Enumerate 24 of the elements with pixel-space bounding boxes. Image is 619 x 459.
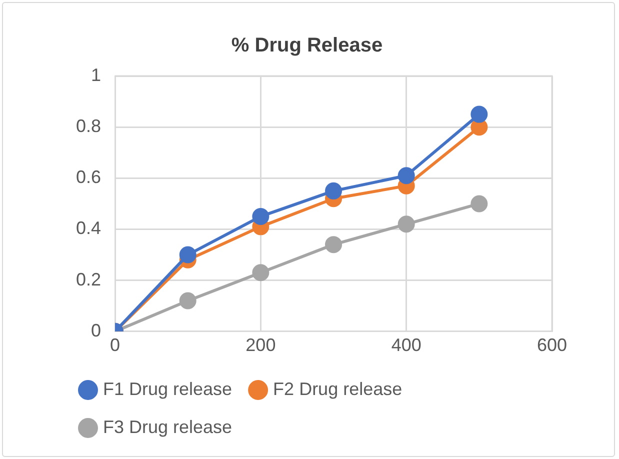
- x-tick-label: 200: [246, 335, 276, 356]
- x-tick-label: 600: [536, 335, 568, 356]
- point: [470, 195, 488, 212]
- x-tick-label: 400: [391, 335, 422, 356]
- y-tick-label: 0.4: [76, 218, 102, 238]
- legend-label: F1 Drug release: [103, 378, 232, 399]
- chart-title: % Drug Release: [231, 34, 383, 57]
- point: [179, 246, 196, 264]
- point: [252, 264, 270, 282]
- y-tick-label: 1: [91, 64, 102, 85]
- point: [398, 167, 415, 184]
- y-tick-label: 0.8: [76, 116, 102, 136]
- x-tick-label: 0: [110, 335, 120, 356]
- point: [325, 236, 342, 254]
- point: [252, 208, 270, 225]
- y-tick-label: 0.6: [76, 167, 102, 188]
- y-tick-label: 0.2: [76, 269, 102, 290]
- point: [470, 106, 488, 123]
- point: [179, 292, 196, 310]
- legend-label: F2 Drug release: [273, 378, 402, 399]
- point: [325, 182, 342, 200]
- y-tick-label: 0: [91, 320, 102, 340]
- point: [398, 216, 415, 233]
- legend-label: F3 Drug release: [103, 416, 232, 437]
